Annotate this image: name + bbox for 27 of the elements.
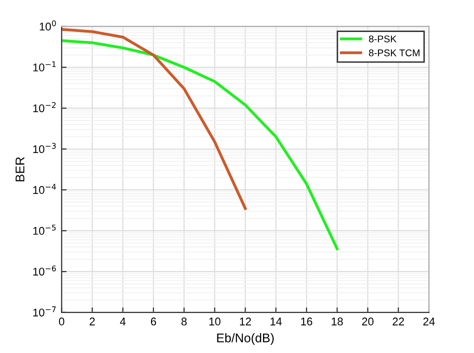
x-tick-label: 20: [362, 318, 374, 326]
y-axis-title: BER: [16, 157, 24, 182]
y-tick-label: 10$^{−6}$: [33, 265, 56, 276]
y-tick-label: 10$^{−5}$: [33, 224, 56, 235]
legend-label: 8-PSK: [368, 35, 397, 42]
y-tick-label: 10$^{−1}$: [33, 61, 56, 72]
x-tick-label: 8: [181, 318, 187, 326]
y-tick-label: 10$^{0}$: [40, 20, 56, 31]
y-tick-label: 10$^{−7}$: [33, 306, 56, 316]
x-tick-label: 0: [58, 318, 64, 326]
x-tick-label: 10: [209, 318, 220, 326]
y-tick-label: 10$^{−3}$: [33, 142, 56, 154]
line-series: [62, 39, 339, 250]
x-tick-label: 14: [270, 318, 282, 326]
x-tick-label: 6: [150, 318, 156, 326]
y-tick-label: 10$^{−4}$: [33, 184, 56, 194]
x-tick-label: 4: [120, 318, 126, 326]
y-tick-label: 10$^{−2}$: [33, 102, 56, 112]
x-tick-label: 16: [301, 318, 312, 326]
legend-label: 8-PSK TCM: [368, 49, 420, 56]
x-tick-label: 18: [332, 318, 343, 326]
x-tick-label: 2: [90, 318, 95, 326]
x-tick-label: 22: [392, 318, 404, 326]
x-tick-label: 24: [423, 318, 435, 326]
line-series: [62, 28, 247, 210]
x-tick-label: 12: [240, 318, 251, 326]
x-axis-title: Eb/No(dB): [217, 333, 274, 345]
